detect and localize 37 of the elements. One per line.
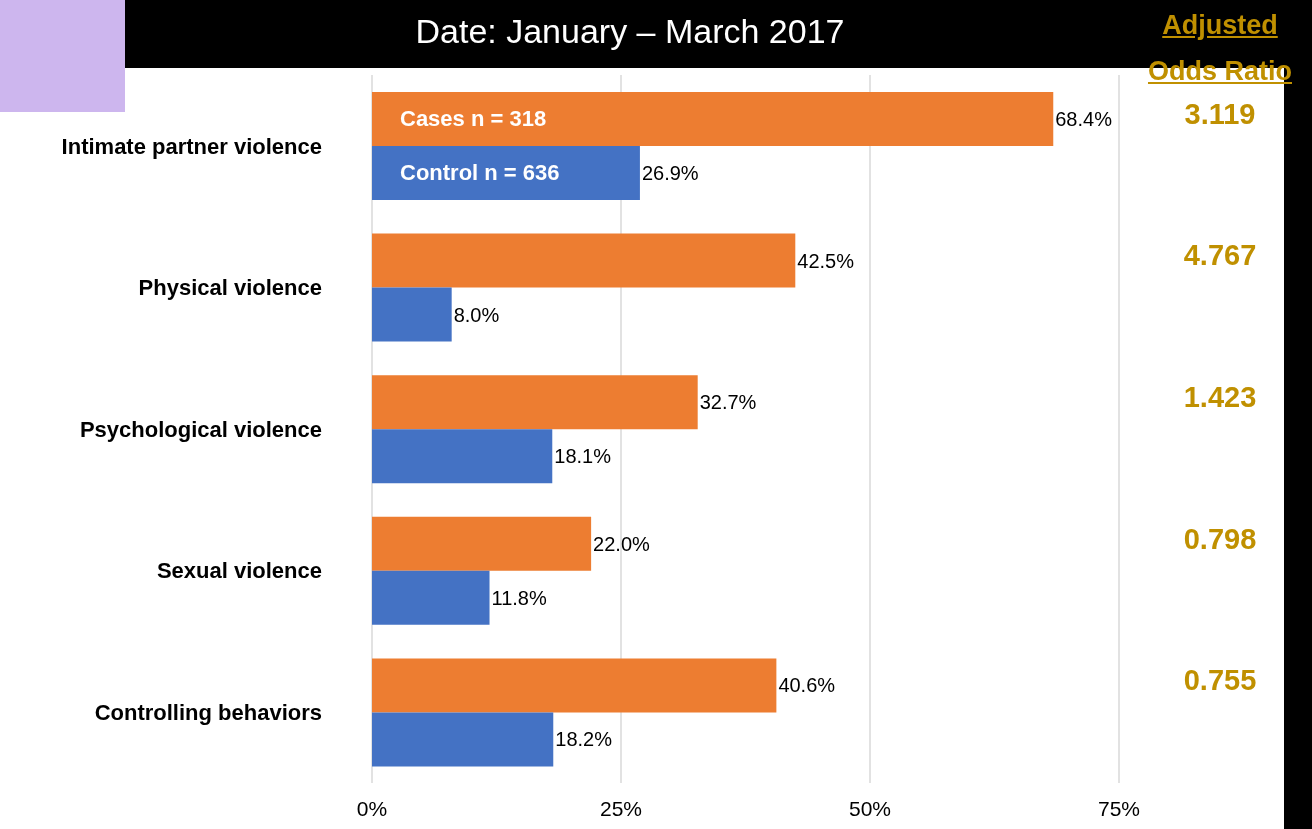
x-tick-label: 50% — [848, 796, 892, 820]
text: 0.798 — [1182, 522, 1258, 556]
data-label: 8.0% — [453, 303, 500, 326]
x-tick-label: 0% — [356, 796, 388, 820]
x-tick-label: 75% — [1097, 796, 1141, 820]
text: 4.767 — [1182, 239, 1258, 273]
y-tick-label: Psychological violence — [79, 416, 322, 442]
bar — [372, 516, 592, 571]
y-tick-label: Sexual violence — [156, 558, 322, 584]
chart-title: Date: January – March 2017 — [414, 12, 846, 51]
y-tick-label: Controlling behaviors — [94, 700, 322, 726]
bar — [372, 233, 796, 288]
series-label: Control n = 636 — [400, 160, 560, 186]
y-tick-label: Physical violence — [138, 275, 322, 301]
data-label: 26.9% — [641, 162, 699, 185]
data-label: 18.1% — [554, 445, 612, 468]
text: 3.119 — [1183, 97, 1257, 131]
bar — [372, 429, 553, 484]
bar — [372, 658, 777, 713]
series-label: Cases n = 318 — [400, 106, 547, 132]
text: 0.755 — [1182, 664, 1258, 698]
data-label: 42.5% — [797, 249, 855, 272]
bar — [372, 712, 554, 767]
data-label: 18.2% — [555, 728, 613, 751]
bar — [372, 375, 698, 430]
data-label: 22.0% — [593, 532, 651, 555]
text: 1.423 — [1182, 381, 1258, 414]
bar — [372, 287, 452, 342]
data-label: 32.7% — [699, 391, 757, 414]
data-label: 68.4% — [1055, 108, 1113, 131]
data-label: 40.6% — [778, 674, 836, 697]
bar — [372, 570, 490, 625]
bar — [372, 145, 640, 200]
bar — [372, 91, 1054, 146]
x-tick-label: 25% — [599, 796, 643, 820]
data-label: 11.8% — [491, 586, 547, 609]
y-tick-label: Intimate partner violence — [61, 133, 322, 159]
